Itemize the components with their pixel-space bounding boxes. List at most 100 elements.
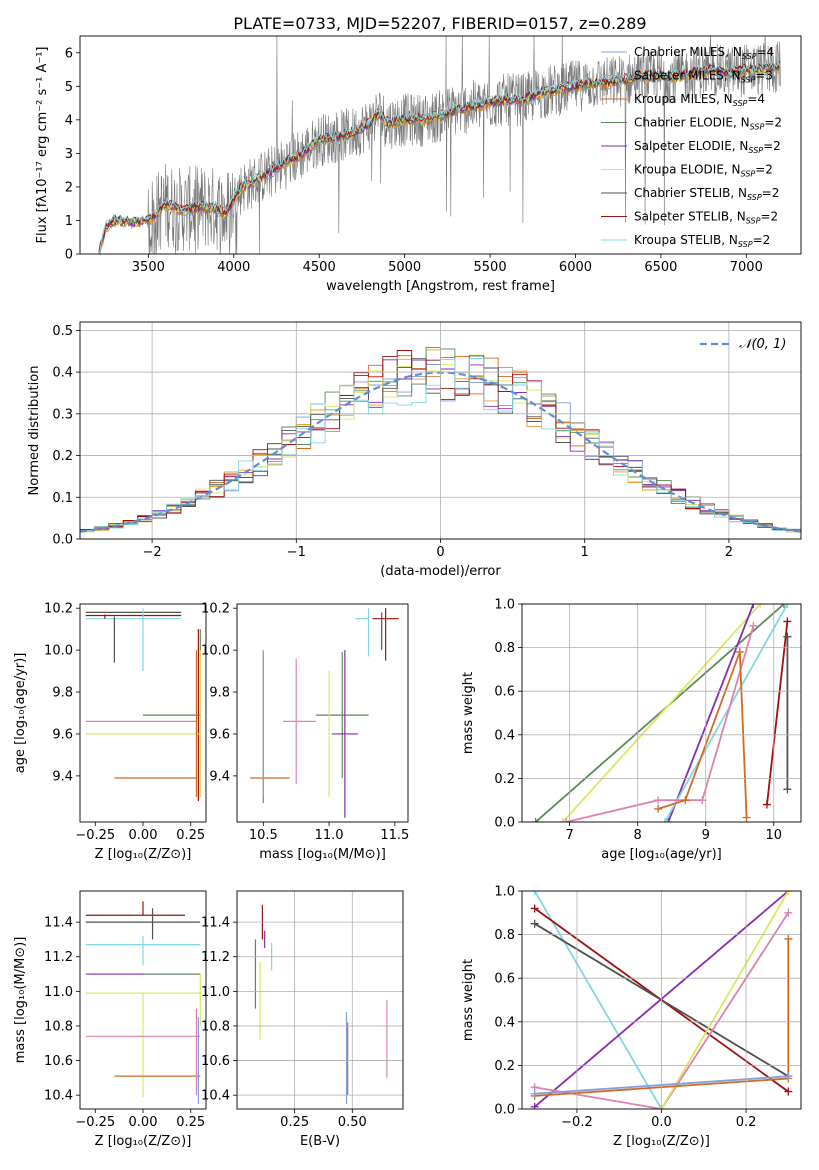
y-axis-label: mass weight <box>461 672 476 754</box>
model-spectrum <box>98 59 780 254</box>
mass-weight-z-axes: −0.2 0.0 0.2 0.0 0.2 0.4 0.6 0.8 1.0 Z [log₁₀(Z/Z… <box>461 885 802 1149</box>
plot-area <box>531 604 792 822</box>
model-spectrum <box>98 61 780 254</box>
point-marker <box>742 813 751 822</box>
tick-label-x: 7 <box>565 828 573 843</box>
legend-entry: Salpeter MILES, NSSP=3 <box>634 69 773 85</box>
plot-area <box>250 608 399 818</box>
legend-entry: 𝒩(0, 1) <box>739 337 786 352</box>
tick-label-x: 4000 <box>217 260 250 275</box>
point-marker <box>749 621 758 630</box>
tick-label-y: 0.5 <box>52 324 73 339</box>
age-mass-axes: 10.5 11.0 11.5 9.4 9.6 9.8 10.0 10.2 mass [log₁₀… <box>201 602 409 862</box>
y-axis-label: mass [log₁₀(M/M⊙)] <box>13 937 28 1064</box>
tick-label-y: 9.6 <box>209 727 230 742</box>
tick-label-y: 10.2 <box>201 602 230 617</box>
tick-label-y: 2 <box>65 180 73 195</box>
x-axis-label: Z [log₁₀(Z/Z⊙)] <box>95 847 192 862</box>
tick-label-x: 0.0 <box>651 1115 672 1130</box>
tick-label-y: 0.0 <box>494 1103 515 1118</box>
error-bar <box>85 901 185 916</box>
tick-label-y: 1 <box>65 214 73 229</box>
tick-label-y: 6 <box>65 46 73 61</box>
tick-label-y: 0.6 <box>494 685 515 700</box>
tick-label-y: 0.0 <box>494 816 515 831</box>
model-spectrum <box>98 61 780 254</box>
tick-label-x: −1 <box>287 545 306 560</box>
point-marker <box>530 919 539 928</box>
tick-label-y: 3 <box>65 147 73 162</box>
tick-label-x: 7000 <box>730 260 763 275</box>
tick-label-x: 8 <box>634 828 642 843</box>
tick-label-x: 1 <box>581 545 589 560</box>
tick-label-y: 9.8 <box>209 686 230 701</box>
mass-weight-line <box>667 604 755 822</box>
axes-frame <box>236 890 404 1110</box>
y-axis-label: Normed distribution <box>27 366 42 496</box>
tick-label-y: 9.8 <box>52 686 73 701</box>
error-bar <box>331 650 359 818</box>
tick-label-x: 0.50 <box>338 1115 367 1130</box>
tick-label-y: 11.2 <box>44 950 73 965</box>
error-bar <box>85 608 182 672</box>
x-axis-label: Z [log₁₀(Z/Z⊙)] <box>95 1134 192 1149</box>
tick-label-y: 0.4 <box>494 728 515 743</box>
plot-area <box>98 36 781 254</box>
mass-weight-line <box>533 891 663 1109</box>
axes-frame <box>236 603 409 823</box>
point-marker <box>756 604 765 608</box>
y-axis-label: age [log₁₀(age/yr)] <box>13 653 28 774</box>
x-axis-label: age [log₁₀(age/yr)] <box>601 847 722 862</box>
mass-weight-line <box>565 625 755 822</box>
tick-label-y: 0 <box>65 248 73 263</box>
point-marker <box>531 818 540 822</box>
tick-label-y: 0.2 <box>52 449 73 464</box>
tick-label-y: 0.8 <box>494 641 515 656</box>
tick-label-y: 10.4 <box>201 1089 230 1104</box>
point-marker <box>735 647 744 656</box>
tick-label-x: 5000 <box>388 260 421 275</box>
axes-frame <box>521 603 802 823</box>
tick-label-x: 0.00 <box>129 828 158 843</box>
mass-weight-line <box>562 604 761 822</box>
tick-label-y: 10.0 <box>201 644 230 659</box>
tick-label-x: 11.0 <box>315 828 344 843</box>
point-marker <box>783 617 792 626</box>
tick-label-y: 5 <box>65 80 73 95</box>
error-bar <box>372 608 399 661</box>
legend-entry: Chabrier STELIB, NSSP=2 <box>634 186 779 202</box>
point-marker <box>660 818 669 822</box>
tick-label-y: 11.4 <box>201 916 230 931</box>
tick-label-y: 11.4 <box>44 916 73 931</box>
tick-label-x: 0 <box>436 545 444 560</box>
tick-label-y: 0.4 <box>52 366 73 381</box>
point-marker <box>664 818 673 822</box>
y-axis-label: mass weight <box>461 959 476 1041</box>
mass-weight-line <box>660 891 790 1109</box>
x-axis-label: Z [log₁₀(Z/Z⊙)] <box>613 1134 710 1149</box>
tick-label-y: 0.2 <box>494 1059 515 1074</box>
tick-label-x: 6500 <box>644 260 677 275</box>
tick-label-x: 0.25 <box>280 1115 309 1130</box>
point-marker <box>530 904 539 913</box>
point-marker <box>654 804 663 813</box>
point-marker <box>558 818 567 822</box>
legend-entry: Kroupa ELODIE, NSSP=2 <box>634 163 773 179</box>
tick-label-x: −0.25 <box>75 828 115 843</box>
tick-label-x: −0.25 <box>75 1115 115 1130</box>
spectrum-legend: Chabrier MILES, NSSP=4 Salpeter MILES, NS… <box>601 45 782 249</box>
tick-label-x: 11.5 <box>380 828 409 843</box>
tick-label-y: 0.6 <box>494 972 515 987</box>
mass-weight-line <box>766 621 789 805</box>
mass-weight-line <box>535 604 785 822</box>
x-axis-label: (data-model)/error <box>380 564 501 579</box>
axes-frame <box>521 890 802 1110</box>
tick-label-x: 10 <box>766 828 783 843</box>
tick-label-x: 0.25 <box>176 1115 205 1130</box>
tick-label-x: 0.00 <box>129 1115 158 1130</box>
y-axis-label: Flux [fλ10⁻¹⁷ erg cm⁻² s⁻¹ A⁻¹] <box>35 47 50 244</box>
legend-entry: Chabrier ELODIE, NSSP=2 <box>634 116 782 132</box>
legend-entry: Kroupa MILES, NSSP=4 <box>634 92 765 108</box>
point-marker <box>784 908 793 917</box>
